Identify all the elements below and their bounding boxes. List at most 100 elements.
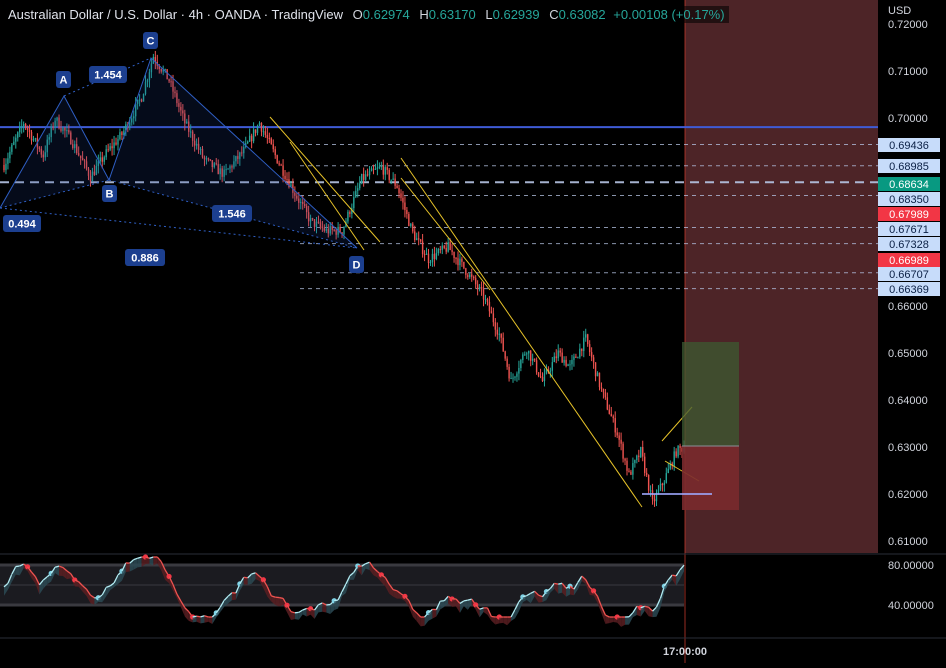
low-label: L: [485, 7, 492, 22]
candle-body: [389, 170, 390, 180]
candle-body: [408, 214, 409, 226]
oscillator-line: [334, 600, 338, 601]
candle-body: [251, 136, 252, 141]
oscillator-fill: [558, 583, 562, 593]
candle-body: [622, 444, 623, 459]
candle-body: [253, 129, 254, 141]
oscillator-fill: [464, 600, 468, 610]
candle-body: [634, 460, 635, 463]
candle-body: [276, 155, 277, 163]
currency-label: USD: [888, 5, 911, 17]
time-axis-label[interactable]: 17:00:00: [663, 646, 707, 658]
candle-body: [457, 258, 458, 265]
candle-body: [668, 469, 669, 473]
profit-zone[interactable]: [682, 342, 739, 446]
candle-body: [499, 334, 500, 335]
candle-body: [603, 389, 604, 392]
candle-body: [396, 186, 397, 188]
candle-body: [447, 242, 448, 252]
candle-body: [442, 246, 443, 250]
candle-body: [632, 463, 633, 475]
oscillator-line: [672, 575, 676, 576]
candle-body: [35, 138, 36, 139]
candle-body: [532, 359, 533, 361]
price-badge: 0.68350: [889, 194, 929, 206]
candle-body: [640, 447, 641, 457]
candle-body: [542, 377, 543, 381]
candle-body: [361, 174, 362, 183]
oscillator-fill: [503, 617, 507, 625]
candle-body: [534, 359, 535, 360]
candle-body: [265, 131, 266, 135]
candle-body: [418, 238, 419, 239]
candle-body: [648, 475, 649, 490]
price-tick-label: 0.65000: [888, 348, 928, 360]
candle-body: [664, 483, 665, 485]
candle-body: [121, 132, 122, 135]
candle-body: [445, 248, 446, 252]
price-badge: 0.67989: [889, 209, 929, 221]
candle-body: [561, 353, 562, 363]
candle-body: [581, 349, 582, 351]
price-tick-label: 0.63000: [888, 442, 928, 454]
symbol-title[interactable]: Australian Dollar / U.S. Dollar · 4h · O…: [8, 7, 343, 22]
pattern-point-c: C: [147, 36, 155, 48]
candle-body: [392, 179, 393, 180]
candle-body: [585, 334, 586, 337]
oscillator-fill: [468, 599, 472, 610]
candle-body: [675, 451, 676, 456]
candle-body: [558, 351, 559, 359]
candle-body: [381, 166, 382, 167]
oscillator-fill: [491, 617, 495, 625]
candle-body: [9, 152, 10, 158]
candle-body: [597, 373, 598, 377]
candle-body: [504, 351, 505, 358]
candle-body: [104, 157, 105, 161]
candle-body: [607, 397, 608, 409]
price-axis[interactable]: 0.720000.710000.700000.690000.680000.670…: [878, 0, 946, 553]
candle-body: [440, 249, 441, 250]
trendline-2[interactable]: [401, 158, 642, 507]
candle-body: [19, 127, 20, 132]
oscillator-fill: [126, 563, 130, 572]
candle-body: [514, 377, 515, 378]
candle-body: [477, 284, 478, 288]
candle-body: [438, 249, 439, 253]
candle-body: [501, 334, 502, 338]
candle-body: [100, 157, 101, 161]
price-tick-label: 0.62000: [888, 489, 928, 501]
low-value: 0.62939: [493, 7, 540, 22]
candle-body: [461, 259, 462, 262]
candle-body: [400, 193, 401, 197]
oscillator-fill: [621, 617, 625, 627]
candle-body: [247, 142, 248, 144]
candle-body: [7, 158, 8, 163]
ratio-bd: 1.546: [218, 209, 246, 221]
price-tick-label: 0.71000: [888, 66, 928, 78]
oscillator-line: [558, 583, 562, 584]
candle-body: [377, 168, 378, 169]
candle-body: [357, 188, 358, 191]
candle-body: [459, 259, 460, 265]
oscillator-fill: [507, 617, 511, 625]
candle-body: [563, 360, 564, 363]
oscillator-line: [464, 600, 468, 601]
candle-body: [613, 416, 614, 418]
candle-body: [481, 287, 482, 289]
candle-body: [571, 360, 572, 364]
candle-body: [485, 299, 486, 300]
candle-body: [412, 224, 413, 232]
trendlines[interactable]: [270, 117, 699, 507]
candle-body: [105, 149, 106, 157]
candle-body: [428, 254, 429, 263]
high-value: 0.63170: [429, 7, 476, 22]
candle-body: [263, 131, 264, 132]
stop-zone[interactable]: [682, 446, 739, 510]
price-tick-label: 0.61000: [888, 536, 928, 548]
candle-body: [573, 357, 574, 360]
change-value: +0.00108 (+0.17%): [613, 7, 724, 22]
